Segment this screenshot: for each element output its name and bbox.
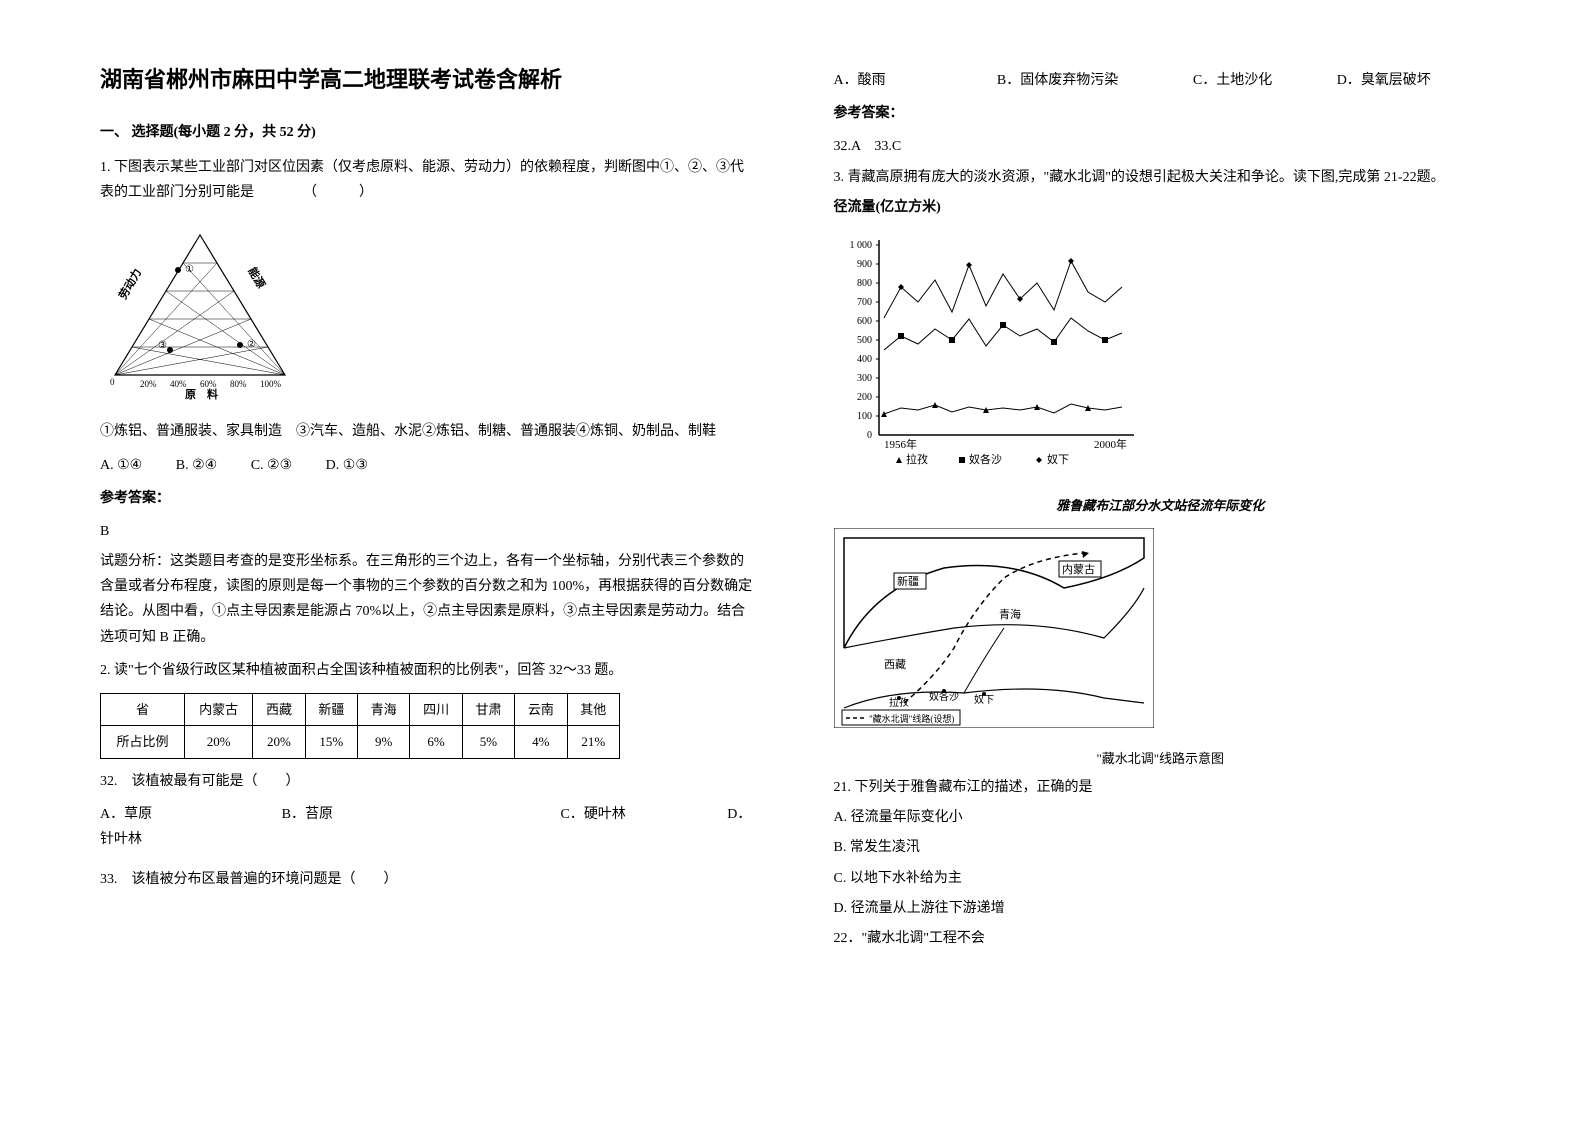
table-header-row: 省 内蒙古 西藏 新疆 青海 四川 甘肃 云南 其他 <box>101 694 620 726</box>
svg-text:1956年: 1956年 <box>884 437 917 451</box>
svg-text:①: ① <box>185 264 194 275</box>
q32-option-a: A．草原 <box>100 807 278 822</box>
runoff-line-chart: 0 100 200 300 400 500 600 700 800 900 1 … <box>834 230 1154 470</box>
th: 云南 <box>515 694 567 726</box>
th: 西藏 <box>253 694 305 726</box>
th: 四川 <box>410 694 462 726</box>
q1-analysis: 试题分析：这类题目考查的是变形坐标系。在三角形的三个边上，各有一个坐标轴，分别代… <box>100 549 754 650</box>
ternary-chart: ① ② ③ 0 20% 40% 60% 80% 100% 原 料 劳动力 能源 <box>100 220 300 400</box>
svg-text:0: 0 <box>867 430 872 441</box>
svg-text:0: 0 <box>110 377 115 387</box>
q1-option-d: D. ①③ <box>326 453 368 478</box>
th: 其他 <box>567 694 619 726</box>
q2-stem: 2. 读"七个省级行政区某种植被面积占全国该种植被面积的比例表"，回答 32～3… <box>100 658 754 683</box>
svg-text:80%: 80% <box>230 379 247 389</box>
map-caption: "藏水北调"线路示意图 <box>834 747 1488 770</box>
td: 5% <box>462 726 514 758</box>
svg-text:100: 100 <box>857 411 872 422</box>
td: 6% <box>410 726 462 758</box>
td: 4% <box>515 726 567 758</box>
q33-option-d: D．臭氧层破坏 <box>1337 68 1481 93</box>
svg-text:600: 600 <box>857 316 872 327</box>
td: 15% <box>305 726 357 758</box>
svg-text:能源: 能源 <box>245 265 268 291</box>
q21-option-a: A. 径流量年际变化小 <box>834 805 1488 830</box>
td: 21% <box>567 726 619 758</box>
svg-text:500: 500 <box>857 335 872 346</box>
q32-stem: 32. 该植被最有可能是（ ） <box>100 769 754 794</box>
th: 甘肃 <box>462 694 514 726</box>
svg-text:③: ③ <box>158 340 167 351</box>
q2-answer: 32.A 33.C <box>834 134 1488 159</box>
q1-stem: 1. 下图表示某些工业部门对区位因素（仅考虑原料、能源、劳动力）的依赖程度，判断… <box>100 155 754 205</box>
q33-options: A．酸雨 B．固体废弃物污染 C．土地沙化 D．臭氧层破坏 <box>834 68 1488 93</box>
svg-text:西藏: 西藏 <box>884 658 906 671</box>
q21-option-d: D. 径流量从上游往下游递增 <box>834 896 1488 921</box>
svg-text:900: 900 <box>857 259 872 270</box>
svg-text:100%: 100% <box>260 379 282 389</box>
table-row: 所占比例 20% 20% 15% 9% 6% 5% 4% 21% <box>101 726 620 758</box>
svg-text:700: 700 <box>857 297 872 308</box>
svg-text:内蒙古: 内蒙古 <box>1062 562 1095 576</box>
svg-text:1 000: 1 000 <box>849 240 872 251</box>
line-chart-caption: 雅鲁藏布江部分水文站径流年际变化 <box>834 494 1488 517</box>
svg-text:20%: 20% <box>140 379 157 389</box>
svg-text:原 料: 原 料 <box>185 387 218 400</box>
q21-option-b: B. 常发生凌汛 <box>834 835 1488 860</box>
q33-option-c: C．土地沙化 <box>1193 68 1337 93</box>
svg-text:②: ② <box>247 339 256 350</box>
td: 20% <box>253 726 305 758</box>
th: 青海 <box>358 694 410 726</box>
q32-option-b: B．苔原 <box>282 807 557 822</box>
line-chart-title: 径流量(亿立方米) <box>834 195 1488 220</box>
th: 内蒙古 <box>185 694 253 726</box>
svg-text:奴各沙: 奴各沙 <box>969 452 1002 466</box>
q2-table: 省 内蒙古 西藏 新疆 青海 四川 甘肃 云南 其他 所占比例 20% 20% … <box>100 693 620 759</box>
svg-text:2000年: 2000年 <box>1094 437 1127 451</box>
route-map: 新疆 内蒙古 青海 西藏 拉孜 奴各沙 奴下 "藏水北调"线路(设想) <box>834 528 1154 728</box>
svg-text:劳动力: 劳动力 <box>115 266 144 302</box>
td: 20% <box>185 726 253 758</box>
td: 所占比例 <box>101 726 185 758</box>
page-title: 湖南省郴州市麻田中学高二地理联考试卷含解析 <box>100 60 754 100</box>
svg-text:800: 800 <box>857 278 872 289</box>
q21-option-c: C. 以地下水补给为主 <box>834 866 1488 891</box>
td: 9% <box>358 726 410 758</box>
svg-text:"藏水北调"线路(设想): "藏水北调"线路(设想) <box>869 713 954 724</box>
q33-stem: 33. 该植被分布区最普遍的环境问题是（ ） <box>100 867 754 892</box>
question-2: 2. 读"七个省级行政区某种植被面积占全国该种植被面积的比例表"，回答 32～3… <box>100 658 754 893</box>
svg-text:400: 400 <box>857 354 872 365</box>
q22-stem: 22．"藏水北调"工程不会 <box>834 926 1488 951</box>
svg-text:200: 200 <box>857 392 872 403</box>
question-3: 3. 青藏高原拥有庞大的淡水资源，"藏水北调"的设想引起极大关注和争论。读下图,… <box>834 165 1488 952</box>
right-column: A．酸雨 B．固体废弃物污染 C．土地沙化 D．臭氧层破坏 参考答案： 32.A… <box>834 60 1488 959</box>
q21-stem: 21. 下列关于雅鲁藏布江的描述，正确的是 <box>834 775 1488 800</box>
svg-text:青海: 青海 <box>999 607 1021 621</box>
q1-answer: B <box>100 519 754 544</box>
q2-answer-label: 参考答案： <box>834 101 1488 126</box>
left-column: 湖南省郴州市麻田中学高二地理联考试卷含解析 一、 选择题(每小题 2 分，共 5… <box>100 60 754 959</box>
th: 省 <box>101 694 185 726</box>
svg-text:300: 300 <box>857 373 872 384</box>
q1-option-a: A. ①④ <box>100 453 142 478</box>
q1-choices-desc: ①炼铝、普通服装、家具制造 ③汽车、造船、水泥②炼铝、制糖、普通服装④炼铜、奶制… <box>100 419 754 444</box>
q1-options: A. ①④ B. ②④ C. ②③ D. ①③ <box>100 453 754 478</box>
svg-text:60%: 60% <box>200 379 217 389</box>
section-header: 一、 选择题(每小题 2 分，共 52 分) <box>100 120 754 145</box>
q1-answer-label: 参考答案： <box>100 486 754 511</box>
question-1: 1. 下图表示某些工业部门对区位因素（仅考虑原料、能源、劳动力）的依赖程度，判断… <box>100 155 754 650</box>
svg-text:奴下: 奴下 <box>1047 452 1069 466</box>
q1-option-b: B. ②④ <box>176 453 217 478</box>
th: 新疆 <box>305 694 357 726</box>
svg-text:新疆: 新疆 <box>897 574 919 588</box>
q33-option-a: A．酸雨 <box>834 68 997 93</box>
q32-options: A．草原 B．苔原 C．硬叶林 D．针叶林 <box>100 802 754 852</box>
q3-stem: 3. 青藏高原拥有庞大的淡水资源，"藏水北调"的设想引起极大关注和争论。读下图,… <box>834 165 1488 190</box>
svg-text:40%: 40% <box>170 379 187 389</box>
svg-text:拉孜: 拉孜 <box>906 452 928 466</box>
q33-option-b: B．固体废弃物污染 <box>997 68 1193 93</box>
q1-option-c: C. ②③ <box>251 453 292 478</box>
q32-option-c: C．硬叶林 <box>560 807 625 822</box>
